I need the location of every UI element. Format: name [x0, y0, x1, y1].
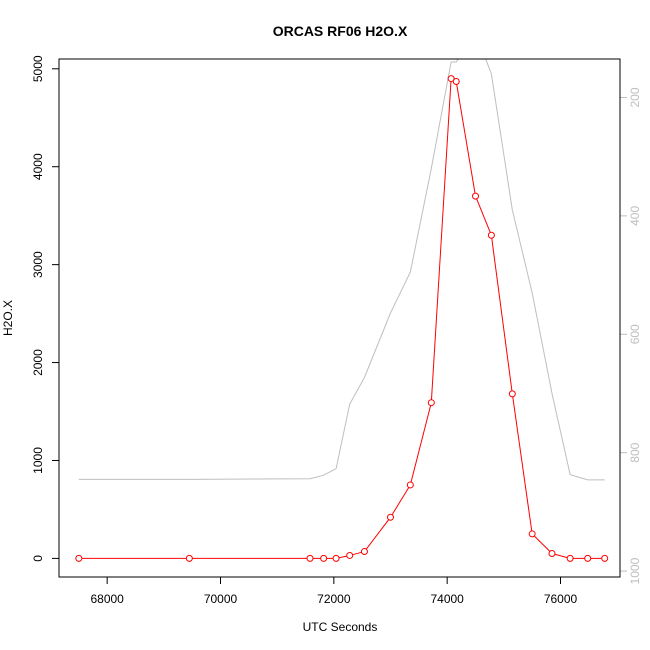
series-line-segment	[491, 238, 513, 391]
y-tick-label: 4000	[31, 153, 45, 180]
y2-tick-label: 600	[628, 324, 642, 344]
series-line-segment	[410, 405, 432, 483]
y2-tick-label: 200	[628, 87, 642, 107]
data-point	[548, 549, 556, 557]
series-line-segment	[391, 487, 410, 515]
data-point	[447, 75, 455, 83]
x-axis: 68000 70000 72000 74000 76000	[90, 576, 578, 606]
x-tick-label: 70000	[204, 592, 238, 606]
data-point	[508, 390, 516, 398]
secondary-y-axis: 200 400 600 800 1000	[619, 87, 642, 584]
series-line-segment	[476, 198, 491, 233]
y-axis: 0 1000 2000 3000 4000 5000	[31, 55, 60, 562]
data-point	[452, 78, 460, 86]
data-point	[566, 554, 574, 562]
series-line-segment	[554, 553, 568, 559]
data-point	[360, 548, 368, 556]
secondary-series-line	[78, 59, 605, 481]
data-point	[528, 530, 536, 538]
series-line-segment	[512, 396, 533, 532]
data-point	[306, 554, 314, 562]
x-axis-label: UTC Seconds	[303, 620, 378, 634]
x-tick-label: 76000	[544, 592, 578, 606]
data-point	[75, 554, 83, 562]
data-point	[584, 554, 592, 562]
y2-tick-label: 1000	[628, 557, 642, 584]
data-point	[332, 554, 340, 562]
data-point	[346, 551, 354, 559]
data-point	[320, 554, 328, 562]
data-point	[601, 554, 609, 562]
plot-frame	[58, 58, 621, 578]
data-point	[472, 192, 479, 200]
y-axis-label: H2O.X	[1, 300, 15, 336]
series-line-segment	[456, 84, 476, 194]
x-tick-label: 74000	[430, 592, 464, 606]
y2-tick-label: 800	[628, 442, 642, 462]
plot-content	[75, 59, 609, 562]
y-tick-label: 1000	[31, 447, 45, 474]
data-point	[387, 513, 394, 521]
series-line-segment	[352, 551, 362, 556]
series-line-segment	[430, 81, 452, 400]
y2-tick-label: 400	[628, 206, 642, 226]
y-tick-label: 0	[31, 555, 45, 562]
x-tick-label: 72000	[317, 592, 351, 606]
series-line-segment	[533, 535, 551, 552]
x-tick-label: 68000	[90, 592, 124, 606]
series-line-segment	[365, 519, 390, 550]
data-point	[406, 481, 414, 489]
series-line-segment	[338, 555, 347, 559]
data-point	[427, 399, 435, 407]
data-point	[185, 554, 193, 562]
chart-title: ORCAS RF06 H2O.X	[273, 23, 408, 39]
y-tick-label: 3000	[31, 251, 45, 278]
data-point	[487, 231, 495, 239]
y-tick-label: 2000	[31, 349, 45, 376]
y-tick-label: 5000	[31, 55, 45, 82]
